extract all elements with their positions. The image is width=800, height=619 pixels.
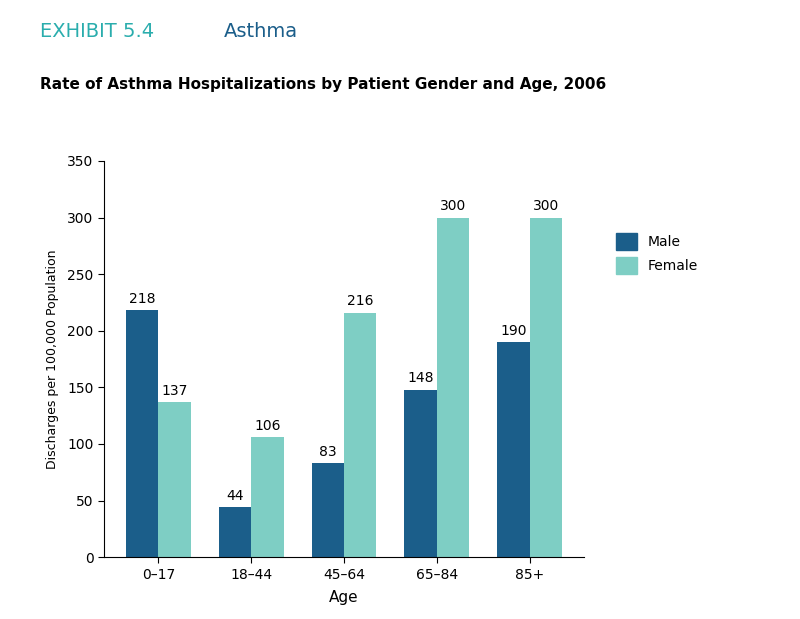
Bar xyxy=(404,389,437,557)
Text: 218: 218 xyxy=(129,292,155,306)
Text: Asthma: Asthma xyxy=(224,22,298,41)
Text: 216: 216 xyxy=(347,294,374,308)
Text: 137: 137 xyxy=(162,384,188,397)
Bar xyxy=(218,508,251,557)
Bar xyxy=(251,437,284,557)
Bar xyxy=(158,402,191,557)
Legend: Male, Female: Male, Female xyxy=(610,227,703,279)
Text: 106: 106 xyxy=(254,418,281,433)
Text: EXHIBIT 5.4: EXHIBIT 5.4 xyxy=(40,22,154,41)
Text: 44: 44 xyxy=(226,489,244,503)
Text: 148: 148 xyxy=(407,371,434,385)
Text: 300: 300 xyxy=(440,199,466,213)
Bar xyxy=(497,342,530,557)
Text: 190: 190 xyxy=(500,324,526,337)
Text: 83: 83 xyxy=(319,444,337,459)
Bar xyxy=(311,463,344,557)
Y-axis label: Discharges per 100,000 Population: Discharges per 100,000 Population xyxy=(46,249,59,469)
Bar xyxy=(126,310,158,557)
Bar xyxy=(530,217,562,557)
Bar xyxy=(344,313,377,557)
Text: Rate of Asthma Hospitalizations by Patient Gender and Age, 2006: Rate of Asthma Hospitalizations by Patie… xyxy=(40,77,606,92)
Text: 300: 300 xyxy=(533,199,559,213)
X-axis label: Age: Age xyxy=(329,590,359,605)
Bar xyxy=(437,217,470,557)
